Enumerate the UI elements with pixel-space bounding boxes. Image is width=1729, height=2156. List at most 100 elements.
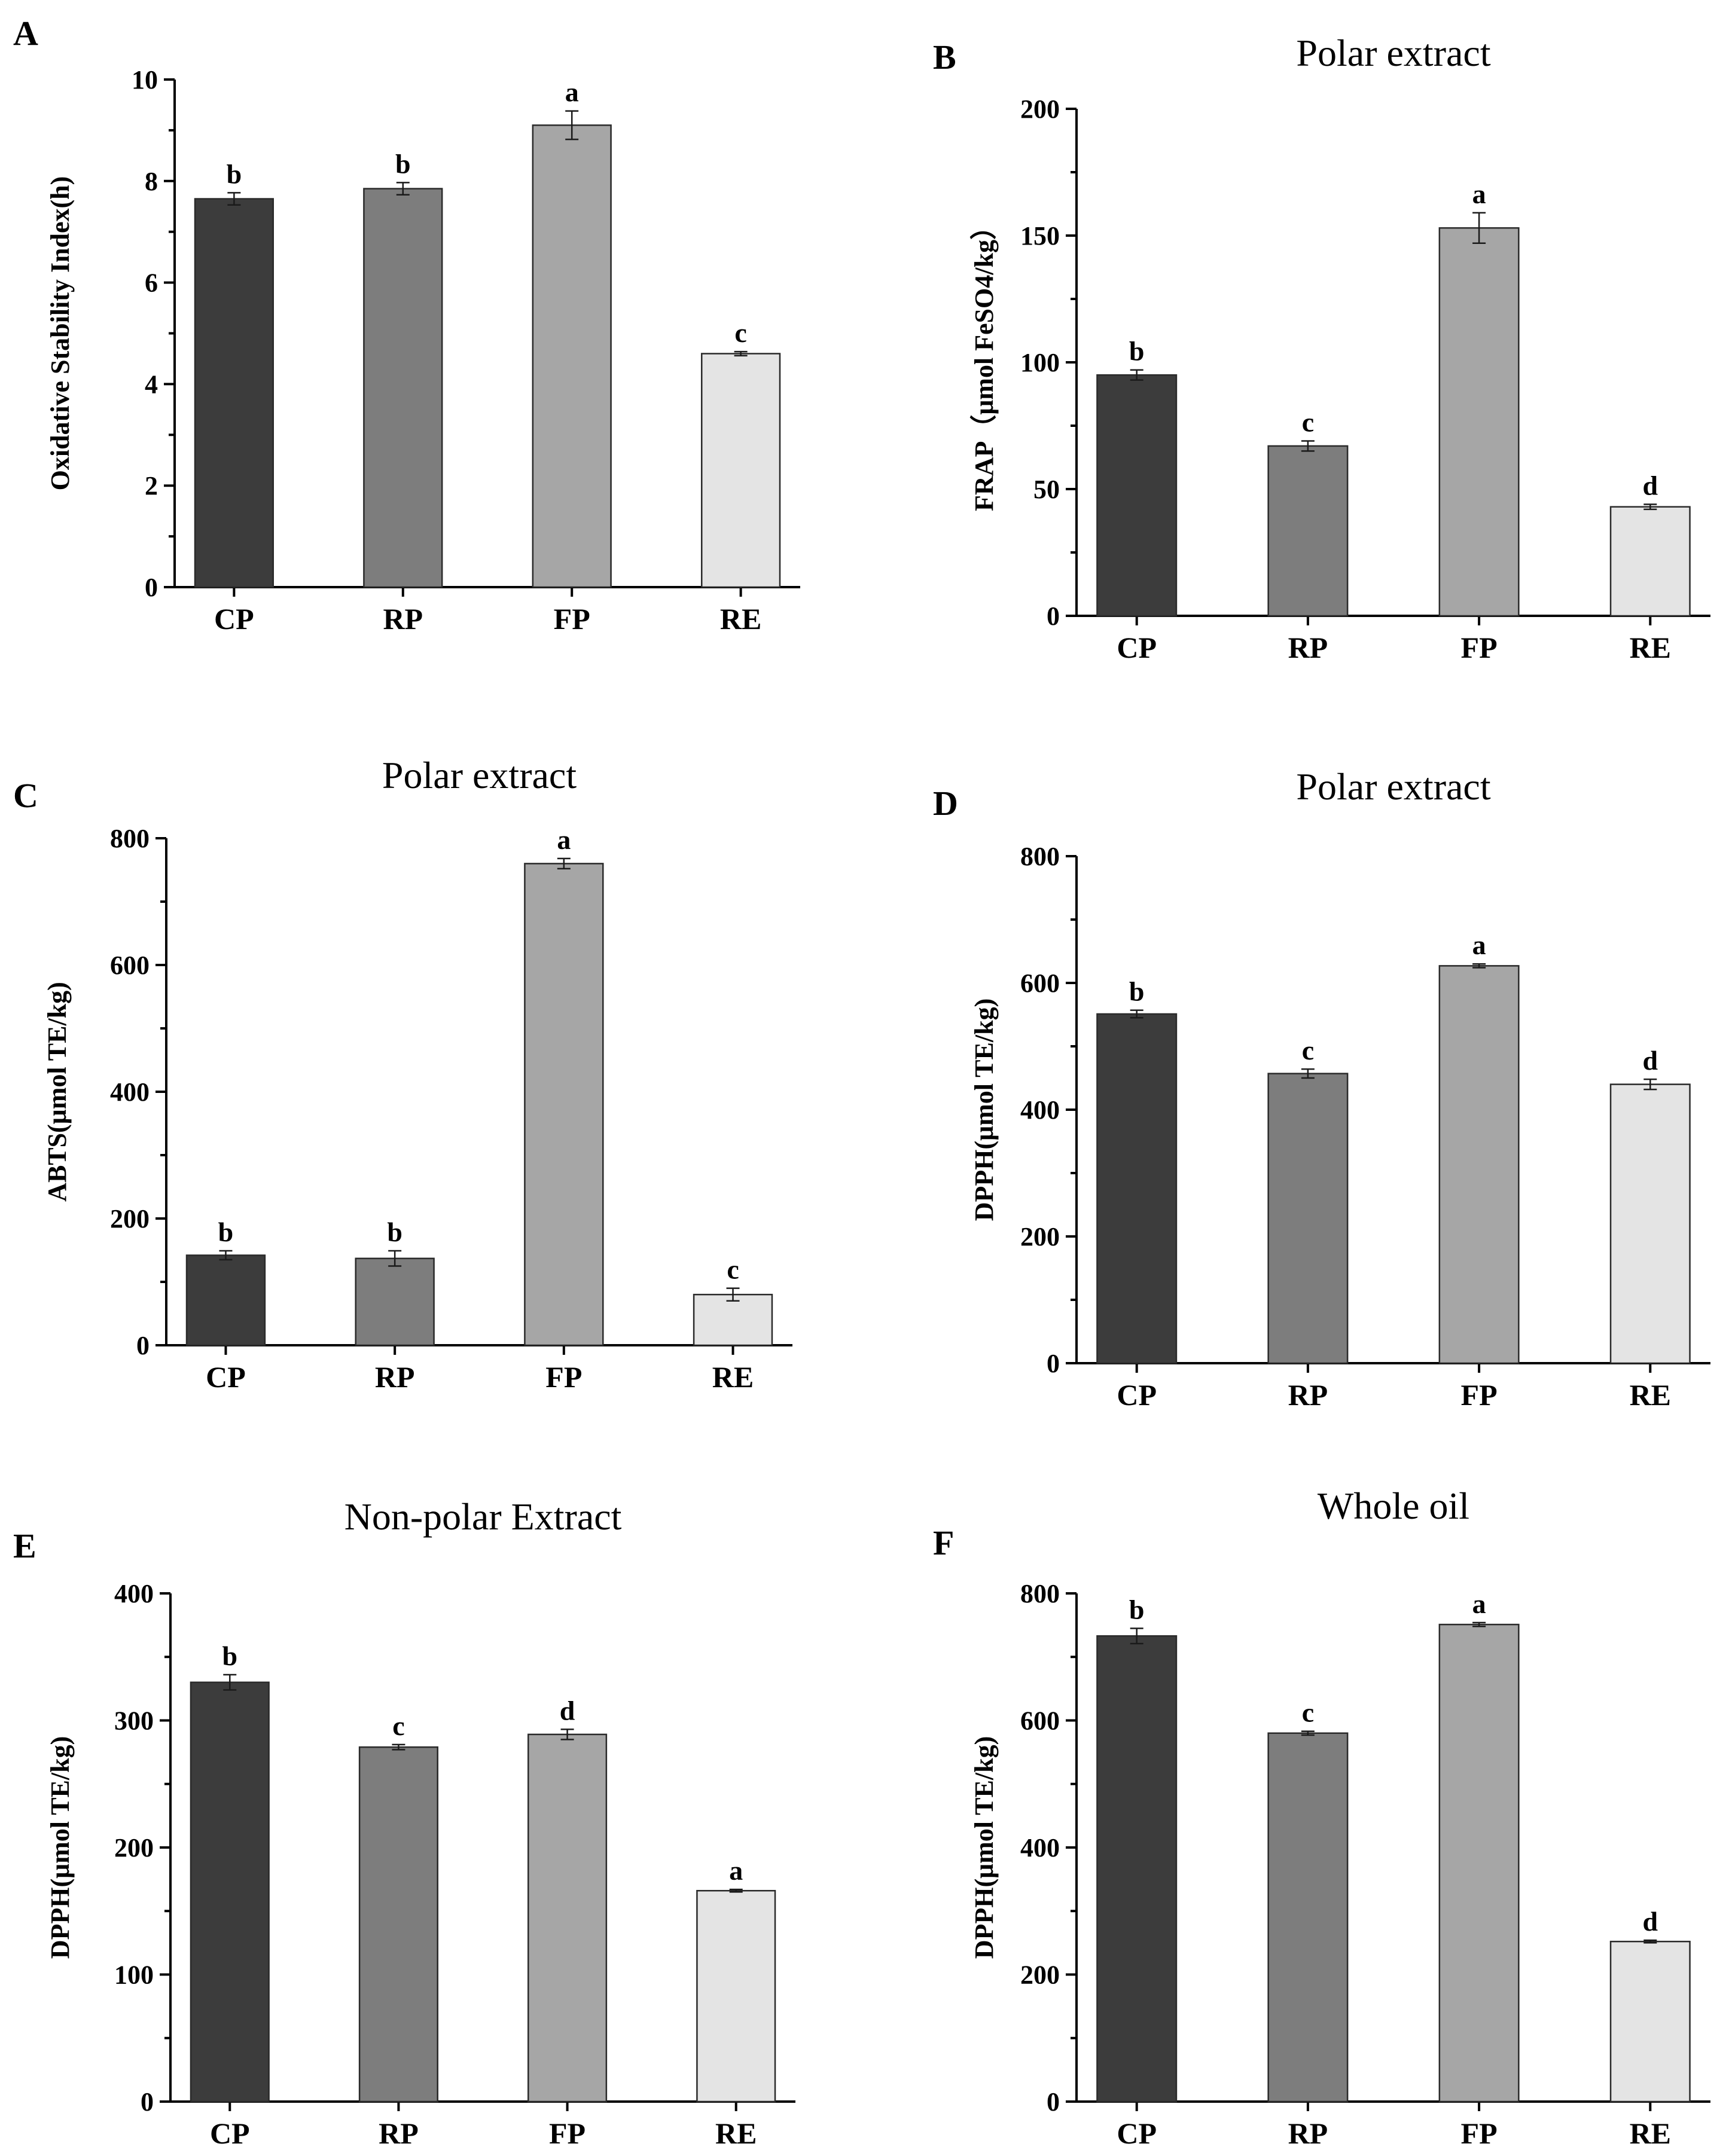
bar-rp <box>1267 1732 1349 2103</box>
bar-rp <box>358 1746 438 2103</box>
y-axis-label: DPPH(μmol TE/kg) <box>969 1736 999 1959</box>
y-tick-label: 200 <box>114 1833 154 1862</box>
y-tick-label: 50 <box>1033 475 1060 504</box>
significance-letter: d <box>1643 470 1658 500</box>
bar-fp <box>1438 965 1520 1364</box>
significance-letter: b <box>387 1217 402 1247</box>
bar-rp <box>1267 445 1349 617</box>
y-tick-label: 600 <box>1020 1706 1060 1736</box>
bar-cp <box>1096 1635 1178 2103</box>
x-tick-label: CP <box>210 2117 250 2150</box>
y-tick-label: 400 <box>1020 1833 1060 1862</box>
x-tick-label: RP <box>375 1360 415 1394</box>
y-axis-label: FRAP（μmol FeSO4/kg） <box>969 213 999 511</box>
significance-letter: b <box>218 1217 234 1247</box>
panel-a: A Oxidative Stability Index(h) 0 2 4 6 8 10 b CP b… <box>13 14 800 636</box>
y-axis-label: DPPH(μmol TE/kg) <box>969 998 999 1221</box>
significance-letter: c <box>392 1711 404 1741</box>
significance-letter: c <box>734 317 746 348</box>
x-tick-label: RP <box>1288 2117 1328 2150</box>
y-tick-label: 800 <box>110 824 150 853</box>
bar-fp <box>1438 1623 1520 2103</box>
bar-cp <box>1096 1013 1178 1364</box>
y-tick-label: 100 <box>114 1960 154 1990</box>
y-tick-label: 0 <box>1047 1349 1060 1378</box>
panel-title: Non-polar Extract <box>344 1495 622 1538</box>
x-tick-label: FP <box>1461 1378 1498 1412</box>
significance-letter: b <box>395 148 411 179</box>
significance-letter: b <box>227 158 242 189</box>
y-tick-label: 0 <box>1047 601 1060 631</box>
panel-d: D Polar extract DPPH(μmol TE/kg) 0 200 400 600… <box>933 765 1710 1412</box>
x-tick-label: RE <box>1630 2117 1671 2150</box>
bar-cp <box>185 1254 266 1346</box>
significance-letter: a <box>1472 930 1486 960</box>
significance-letter: b <box>1129 1594 1145 1624</box>
significance-letter: d <box>560 1695 575 1726</box>
panel-c: C Polar extract ABTS(μmol TE/kg) 0 200 400 600… <box>13 754 792 1394</box>
x-tick-label: RE <box>712 1360 754 1394</box>
x-tick-label: RP <box>383 602 423 636</box>
y-tick-label: 8 <box>145 167 158 196</box>
panel-letter: F <box>933 1523 954 1562</box>
y-tick-label: 200 <box>1020 94 1060 124</box>
x-tick-label: RE <box>1630 1378 1671 1412</box>
bar-fp <box>532 124 612 588</box>
y-axis-label: Oxidative Stability Index(h) <box>45 176 75 491</box>
y-tick-label: 0 <box>136 1331 150 1360</box>
x-tick-label: CP <box>1117 2117 1157 2150</box>
significance-letter: b <box>1129 336 1145 367</box>
bar-cp <box>194 198 274 588</box>
x-tick-label: CP <box>1117 1378 1157 1412</box>
x-tick-label: FP <box>549 2117 586 2150</box>
y-tick-label: 150 <box>1020 221 1060 251</box>
y-tick-label: 300 <box>114 1706 154 1736</box>
significance-letter: d <box>1643 1906 1658 1937</box>
x-tick-label: CP <box>214 602 254 636</box>
significance-letter: c <box>1302 407 1314 437</box>
significance-letter: a <box>729 1855 743 1886</box>
bar-rp <box>363 188 443 588</box>
significance-letter: a <box>565 77 579 108</box>
panel-letter: E <box>13 1526 36 1565</box>
x-tick-label: FP <box>1461 2117 1498 2150</box>
y-tick-label: 10 <box>132 65 158 94</box>
bar-rp <box>355 1257 435 1346</box>
x-tick-label: RE <box>720 602 761 636</box>
panel-letter: A <box>13 14 38 53</box>
x-tick-label: FP <box>545 1360 582 1394</box>
panel-letter: C <box>13 776 38 815</box>
y-tick-label: 0 <box>145 573 158 602</box>
panel-e: E Non-polar Extract DPPH(μmol TE/kg) 0 100 20… <box>13 1495 795 2150</box>
x-tick-label: RE <box>1630 631 1671 664</box>
significance-letter: d <box>1643 1045 1658 1076</box>
y-axis-label: ABTS(μmol TE/kg) <box>42 982 72 1202</box>
panel-f: F Whole oil DPPH(μmol TE/kg) 0 200 400 600 800 b… <box>933 1485 1710 2150</box>
x-tick-label: RP <box>1288 1378 1328 1412</box>
bar-re <box>1609 506 1691 617</box>
x-tick-label: CP <box>206 1360 246 1394</box>
bar-cp <box>190 1681 270 2103</box>
y-tick-label: 200 <box>1020 1222 1060 1251</box>
bar-cp <box>1096 374 1178 617</box>
significance-letter: c <box>727 1254 739 1285</box>
y-tick-label: 200 <box>1020 1960 1060 1990</box>
y-tick-label: 600 <box>1020 969 1060 998</box>
panel-title: Polar extract <box>382 754 577 796</box>
y-tick-label: 600 <box>110 951 150 980</box>
significance-letter: a <box>557 824 571 855</box>
panels-group: A Oxidative Stability Index(h) 0 2 4 6 8 10 b CP b… <box>13 14 1710 2150</box>
significance-letter: a <box>1472 1589 1486 1619</box>
y-tick-label: 2 <box>145 471 158 500</box>
y-tick-label: 200 <box>110 1204 150 1233</box>
x-tick-label: FP <box>1461 631 1498 664</box>
significance-letter: c <box>1302 1697 1314 1728</box>
y-tick-label: 0 <box>141 2087 154 2117</box>
y-tick-label: 400 <box>114 1579 154 1608</box>
x-tick-label: RP <box>1288 631 1328 664</box>
x-tick-label: FP <box>554 602 590 636</box>
y-tick-label: 100 <box>1020 348 1060 377</box>
panel-title: Whole oil <box>1318 1485 1469 1527</box>
bar-re <box>696 1890 776 2103</box>
